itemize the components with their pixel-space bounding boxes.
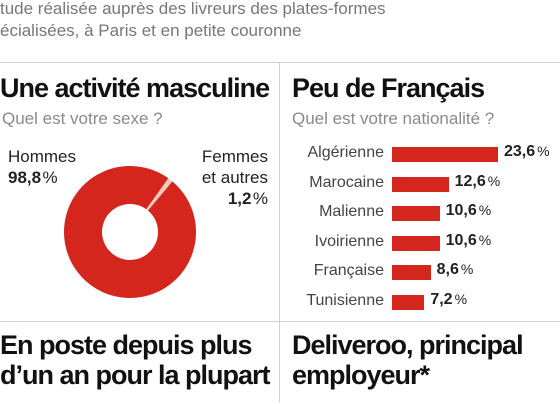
- donut-value-hommes: 98,8: [8, 168, 42, 187]
- middle-divider: [0, 321, 560, 322]
- bar-francaise: [392, 265, 431, 281]
- donut-label-femmes-line2: et autres: [201, 168, 268, 187]
- bar-marocaine: [392, 176, 449, 192]
- bar-value-malienne: 10,6%: [445, 202, 492, 220]
- donut-slice-hommes: [64, 166, 197, 298]
- bar-label-malienne: Malienne: [319, 203, 384, 221]
- intro-line-1: tude réalisée auprès des livreurs des pl…: [0, 0, 386, 18]
- intro-line-2: écialisées, à Paris et en petite couronn…: [0, 21, 302, 40]
- sex-donut-chart: [64, 166, 197, 298]
- donut-label-hommes-name: Hommes: [8, 147, 77, 166]
- employer-title-line2: employeur*: [292, 360, 430, 390]
- donut-label-hommes: Hommes 98,8 %: [8, 146, 76, 188]
- bar-value-ivoirienne: 10,6%: [445, 231, 492, 249]
- bar-value-francaise: 8,6%: [436, 261, 474, 279]
- donut-value-femmes: 1,2: [227, 189, 252, 208]
- donut-label-femmes: Femmes et autres 1,2 %: [202, 146, 268, 209]
- top-divider: [0, 62, 560, 63]
- donut-unit-femmes: %: [252, 189, 268, 208]
- donut-label-femmes-line1: Femmes: [201, 147, 268, 166]
- bar-value-marocaine: 12,6%: [454, 172, 501, 190]
- bar-algerienne: [392, 147, 498, 162]
- bar-unit-marocaine: %: [487, 172, 501, 189]
- nationality-chart-title: Peu de Français: [292, 73, 485, 103]
- donut-unit-hommes: %: [42, 168, 58, 187]
- bar-unit-tunisienne: %: [454, 291, 468, 307]
- bar-label-tunisienne: Tunisienne: [306, 292, 384, 309]
- nationality-chart-subtitle: Quel est votre nationalité ?: [292, 109, 495, 128]
- seniority-title-line1: En poste depuis plus: [0, 330, 253, 360]
- seniority-title-line2: d’un an pour la plupart: [0, 360, 270, 390]
- bar-unit-francaise: %: [460, 261, 474, 278]
- sex-chart-subtitle: Quel est votre sexe ?: [2, 109, 163, 128]
- sex-chart-title: Une activité masculine: [0, 73, 270, 103]
- bar-label-marocaine: Marocaine: [309, 173, 384, 191]
- bar-label-algerienne: Algérienne: [307, 144, 385, 161]
- bar-ivoirienne: [392, 235, 440, 251]
- bar-unit-algerienne: %: [537, 143, 550, 159]
- bar-label-ivoirienne: Ivoirienne: [314, 232, 384, 250]
- center-divider: [279, 62, 280, 402]
- bar-tunisienne: [392, 295, 425, 310]
- employer-title: Deliveroo, principal employeur*: [292, 330, 524, 390]
- employer-title-line1: Deliveroo, principal: [292, 330, 524, 360]
- bar-unit-ivoirienne: %: [478, 231, 492, 248]
- seniority-title: En poste depuis plus d’un an pour la plu…: [0, 330, 270, 390]
- bar-label-francaise: Française: [313, 262, 384, 280]
- intro-text: tude réalisée auprès des livreurs des pl…: [0, 0, 560, 42]
- donut-slice-femmes: [146, 178, 173, 211]
- bar-malienne: [392, 206, 440, 222]
- bar-value-tunisienne: 7,2%: [430, 291, 468, 308]
- bar-value-algerienne: 23,6%: [504, 143, 550, 160]
- bar-unit-malienne: %: [478, 202, 492, 219]
